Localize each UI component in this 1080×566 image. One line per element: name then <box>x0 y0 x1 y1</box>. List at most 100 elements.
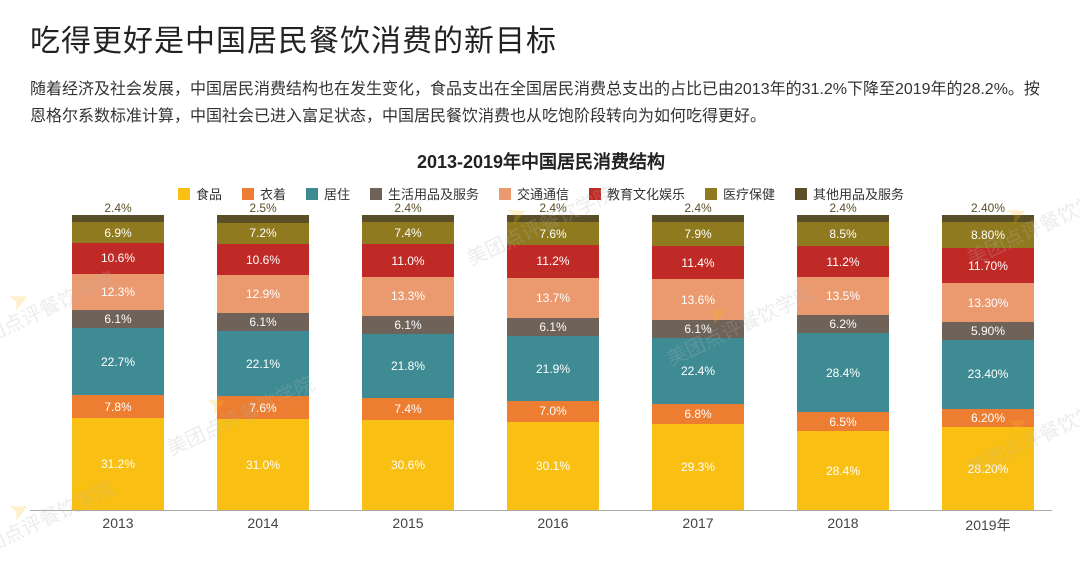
bar-segment: 13.7% <box>507 278 599 318</box>
segment-label: 2.4% <box>539 201 566 215</box>
segment-label: 7.0% <box>539 404 566 418</box>
segment-label: 28.20% <box>968 462 1009 476</box>
bar-segment: 8.5% <box>797 222 889 246</box>
bar-segment: 29.3% <box>652 424 744 511</box>
bar-segment: 22.1% <box>217 331 309 396</box>
x-axis-label: 2016 <box>507 515 599 535</box>
bar-segment: 6.8% <box>652 404 744 424</box>
segment-label: 11.2% <box>536 254 569 268</box>
bars-container: 31.2% 7.8% 22.7% 6.1% 12.3% 10.6% 6.9% 2.4% 31.0… <box>72 215 1034 510</box>
segment-label: 6.1% <box>394 318 421 332</box>
legend-swatch-icon <box>370 188 382 200</box>
segment-label: 2.4% <box>394 201 421 215</box>
segment-label: 2.4% <box>684 201 711 215</box>
chart-title: 2013-2019年中国居民消费结构 <box>30 148 1052 174</box>
legend-label: 食品 <box>196 184 222 203</box>
x-axis-label: 2014 <box>217 515 309 535</box>
segment-label: 11.0% <box>391 254 424 268</box>
segment-label: 21.8% <box>391 359 425 373</box>
segment-label: 2.5% <box>249 201 276 215</box>
segment-label: 30.1% <box>536 459 570 473</box>
segment-label: 29.3% <box>681 460 715 474</box>
bar-segment: 2.4% <box>72 215 164 222</box>
legend-swatch-icon <box>178 188 190 200</box>
bar-segment: 10.6% <box>217 244 309 275</box>
x-axis: 2013201420152016201720182019年 <box>30 511 1052 541</box>
bar-segment: 11.4% <box>652 246 744 280</box>
legend-swatch-icon <box>499 188 511 200</box>
legend-swatch-icon <box>705 188 717 200</box>
segment-label: 23.40% <box>968 367 1009 381</box>
segment-label: 7.8% <box>104 400 131 414</box>
legend-label: 其他用品及服务 <box>813 184 904 203</box>
bar-segment: 6.1% <box>362 316 454 334</box>
x-axis-label: 2018 <box>797 515 889 535</box>
segment-label: 28.4% <box>826 366 860 380</box>
x-axis-label: 2017 <box>652 515 744 535</box>
legend-item: 生活用品及服务 <box>370 184 479 203</box>
bar-segment: 8.80% <box>942 222 1034 248</box>
legend-label: 教育文化娱乐 <box>607 184 685 203</box>
segment-label: 7.6% <box>539 227 566 241</box>
segment-label: 13.3% <box>391 289 425 303</box>
bar-segment: 10.6% <box>72 243 164 274</box>
segment-label: 10.6% <box>246 253 280 267</box>
segment-label: 7.2% <box>249 226 276 240</box>
bar-segment: 6.9% <box>72 222 164 242</box>
chart-area: 31.2% 7.8% 22.7% 6.1% 12.3% 10.6% 6.9% 2.4% 31.0… <box>30 215 1052 511</box>
bar-segment: 12.3% <box>72 274 164 310</box>
bar-segment: 30.6% <box>362 420 454 510</box>
segment-label: 6.1% <box>104 312 131 326</box>
bar-segment: 28.20% <box>942 427 1034 510</box>
legend-item: 居住 <box>306 184 350 203</box>
segment-label: 31.2% <box>101 457 135 471</box>
segment-label: 6.2% <box>829 317 856 331</box>
segment-label: 7.4% <box>394 402 421 416</box>
segment-label: 12.3% <box>101 285 135 299</box>
segment-label: 22.4% <box>681 364 715 378</box>
bar-segment: 2.4% <box>362 215 454 222</box>
bar-segment: 7.6% <box>217 396 309 418</box>
bar-segment: 11.70% <box>942 248 1034 283</box>
bar-segment: 7.8% <box>72 395 164 418</box>
bar-segment: 13.3% <box>362 277 454 316</box>
segment-label: 13.5% <box>826 289 860 303</box>
bar-column: 29.3%6.8%22.4%6.1%13.6%11.4%7.9%2.4% <box>652 215 744 510</box>
segment-label: 13.6% <box>681 293 715 307</box>
segment-label: 12.9% <box>246 287 280 301</box>
segment-label: 6.8% <box>684 407 711 421</box>
segment-label: 6.1% <box>539 320 566 334</box>
legend-swatch-icon <box>242 188 254 200</box>
segment-label: 30.6% <box>391 458 425 472</box>
bar-column: 31.0%7.6%22.1%6.1%12.9%10.6%7.2%2.5% <box>217 215 309 510</box>
bar-segment: 11.2% <box>507 245 599 278</box>
bar-segment: 30.1% <box>507 422 599 511</box>
bar-segment: 28.4% <box>797 431 889 511</box>
segment-label: 11.70% <box>968 259 1008 273</box>
bar-segment: 2.4% <box>507 215 599 222</box>
segment-label: 13.30% <box>968 296 1009 310</box>
legend-label: 医疗保健 <box>723 184 775 203</box>
legend-item: 教育文化娱乐 <box>589 184 685 203</box>
bar-segment: 22.4% <box>652 338 744 404</box>
bar-segment: 2.40% <box>942 215 1034 222</box>
bar-segment: 6.1% <box>652 320 744 338</box>
segment-label: 11.2% <box>826 255 859 269</box>
bar-segment: 7.2% <box>217 223 309 244</box>
segment-label: 8.80% <box>971 228 1005 242</box>
legend-item: 医疗保健 <box>705 184 775 203</box>
segment-label: 8.5% <box>829 227 856 241</box>
page-title: 吃得更好是中国居民餐饮消费的新目标 <box>30 16 1052 60</box>
bar-segment: 13.6% <box>652 279 744 319</box>
page-description: 随着经济及社会发展，中国居民消费结构也在发生变化，食品支出在全国居民消费总支出的… <box>30 76 1052 130</box>
segment-label: 22.7% <box>101 355 135 369</box>
bar-segment: 28.4% <box>797 333 889 413</box>
segment-label: 6.9% <box>104 226 131 240</box>
bar-segment: 13.5% <box>797 277 889 315</box>
bar-segment: 6.2% <box>797 315 889 332</box>
bar-segment: 6.20% <box>942 409 1034 427</box>
segment-label: 6.20% <box>971 411 1005 425</box>
bar-segment: 12.9% <box>217 275 309 313</box>
bar-segment: 31.0% <box>217 419 309 510</box>
segment-label: 31.0% <box>246 458 280 472</box>
